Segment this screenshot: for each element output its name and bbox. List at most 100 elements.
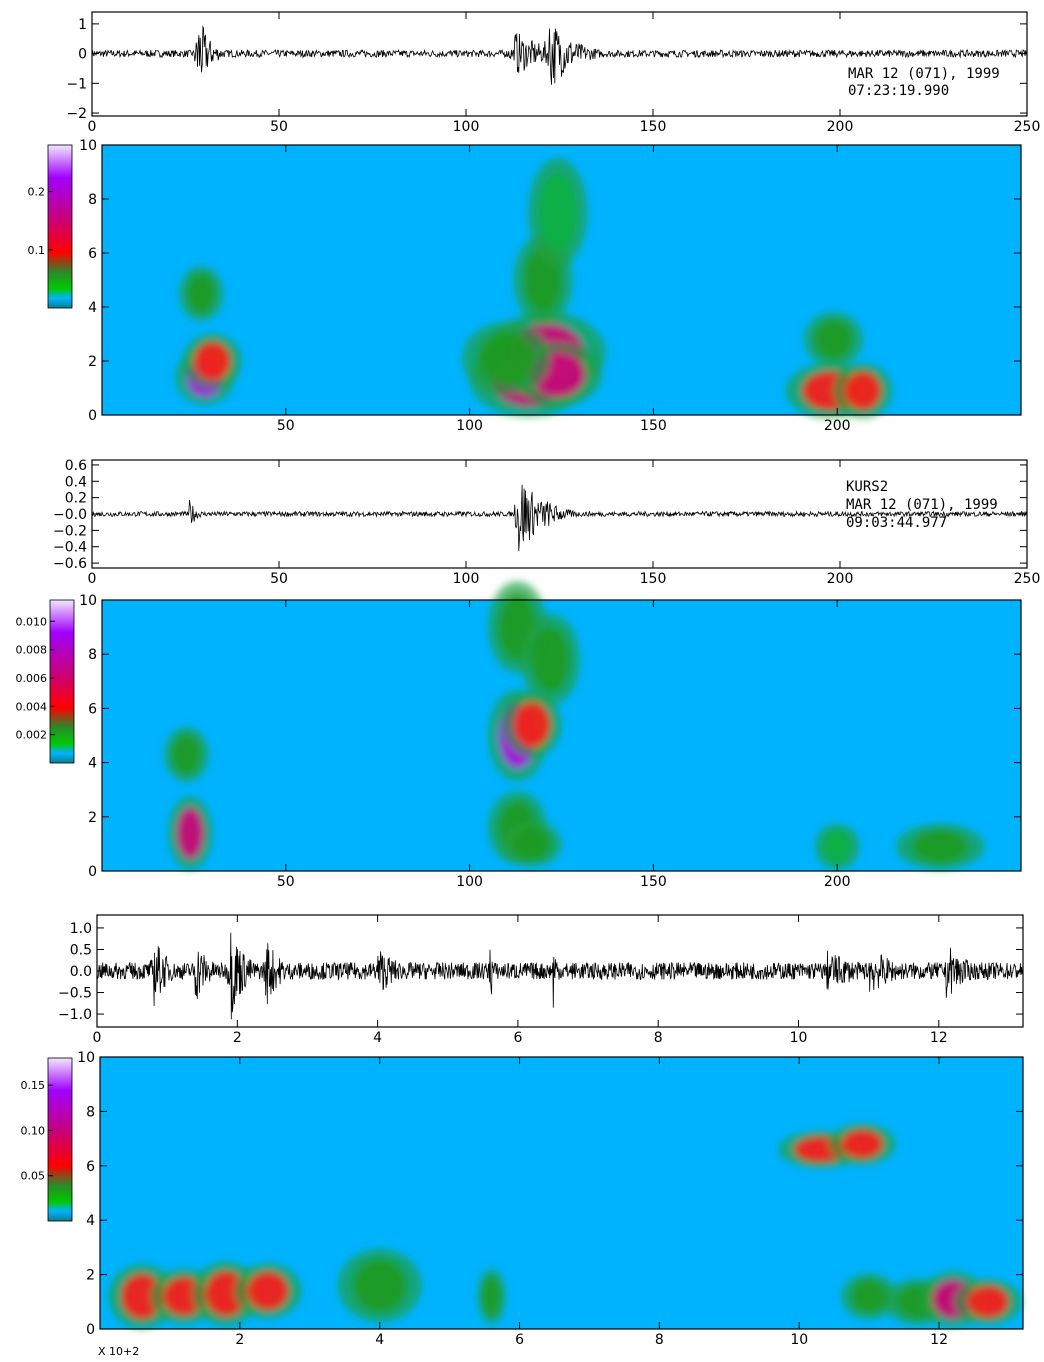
x-tick-label: 6 (515, 1332, 524, 1348)
energy-blob (482, 1276, 501, 1316)
spectrogram-panel-3: 2 4 6 8 10 12 0 2 4 6 8 10 0.15 0.10 0.05 X 10+2 (21, 1050, 1024, 1358)
waveform-panel-2: 0 50 100 150 200 250 0.60.40.2−0.0−0.2−0.4−0.… (53, 458, 1040, 587)
seismic-trace-line (91, 25, 1028, 85)
spectrogram-3-x-ticks: 2 4 6 8 10 12 (235, 1057, 948, 1348)
spectrogram-panel-2: 50 100 150 200 0 2 4 6 8 10 0.010 0.008 0.006 0.004… (16, 581, 1022, 890)
y-tick-label: 0.5 (70, 942, 92, 958)
x-tick-label: 0 (88, 571, 97, 587)
x-tick-label: 50 (277, 874, 295, 890)
x-tick-label: 6 (513, 1030, 522, 1046)
x-axis-multiplier: X 10+2 (98, 1345, 139, 1358)
y-tick-label: 8 (88, 192, 97, 208)
waveform-3-y-ticks: 1.0 0.5 0.0 −0.5 −1.0 (58, 921, 1023, 1023)
x-tick-label: 10 (790, 1332, 808, 1348)
colorbar-3 (47, 1057, 73, 1222)
y-tick-label: 0 (88, 864, 97, 880)
colorbar-tick-label: 0.010 (16, 615, 48, 628)
x-tick-label: 200 (827, 571, 854, 587)
waveform-3-x-ticks: 0 2 4 6 8 10 12 (93, 915, 948, 1046)
waveform-2-y-ticks: 0.60.40.2−0.0−0.2−0.4−0.6 (53, 458, 1027, 572)
colorbar-tick-label: 0.1 (28, 244, 46, 257)
x-tick-label: 2 (233, 1030, 242, 1046)
energy-blob (815, 319, 852, 359)
y-tick-label: −2 (66, 106, 87, 122)
energy-blob (120, 1273, 163, 1320)
x-tick-label: 150 (640, 119, 667, 135)
colorbar-tick-label: 0.008 (16, 644, 48, 657)
x-tick-label: 50 (277, 418, 295, 434)
waveform-1-frame (91, 11, 1028, 117)
waveform-1-trace (91, 25, 1028, 85)
spectrogram-2-frame (101, 599, 1022, 872)
x-tick-label: 0 (88, 119, 97, 135)
y-tick-label: 0.6 (65, 458, 87, 474)
seismic-trace-line (91, 484, 1028, 552)
energy-blob (513, 701, 551, 748)
waveform-1-y-ticks: 1 0 −1 −2 (66, 17, 1027, 122)
y-tick-label: 4 (86, 1213, 95, 1229)
y-tick-label: 6 (88, 246, 97, 262)
y-tick-label: 1 (78, 17, 87, 33)
y-tick-label: 0.2 (65, 491, 87, 507)
x-tick-label: 50 (270, 571, 288, 587)
x-tick-label: 150 (640, 571, 667, 587)
y-tick-label: −0.5 (58, 986, 92, 1002)
energy-blob (353, 1259, 406, 1312)
x-tick-label: 12 (930, 1030, 948, 1046)
energy-blob (246, 1271, 289, 1311)
spectrogram-3-energy (108, 1123, 1022, 1329)
y-tick-label: −0.0 (53, 507, 87, 523)
spectrogram-1-frame (101, 144, 1022, 416)
spectrogram-1-x-ticks: 50 100 150 200 (277, 145, 851, 434)
colorbar-3-ticks: 0.15 0.10 0.05 (21, 1079, 53, 1183)
y-tick-label: 10 (79, 138, 97, 154)
x-tick-label: 200 (824, 418, 851, 434)
x-tick-label: 12 (930, 1332, 948, 1348)
x-tick-label: 150 (640, 418, 667, 434)
energy-blob (187, 274, 216, 313)
y-tick-label: 6 (86, 1159, 95, 1175)
colorbar-2 (49, 599, 75, 764)
x-tick-label: 8 (655, 1332, 664, 1348)
waveform-2-date: MAR 12 (071), 1999 (846, 497, 998, 513)
x-tick-label: 2 (235, 1332, 244, 1348)
y-tick-label: 0 (86, 1322, 95, 1338)
waveform-2-x-ticks: 0 50 100 150 200 250 (88, 460, 1040, 587)
x-tick-label: 250 (1014, 119, 1041, 135)
y-tick-label: 0.4 (65, 474, 87, 490)
x-tick-label: 100 (453, 119, 480, 135)
y-tick-label: 8 (86, 1104, 95, 1120)
y-tick-label: 10 (79, 593, 97, 609)
colorbar-1 (47, 144, 73, 309)
waveform-1-time: 07:23:19.990 (848, 83, 949, 99)
y-tick-label: −0.4 (53, 540, 87, 556)
spectrogram-1-energy (175, 158, 893, 418)
waveform-2-station: KURS2 (846, 479, 888, 495)
y-tick-label: 4 (88, 300, 97, 316)
energy-blob (532, 627, 569, 693)
x-tick-label: 50 (270, 119, 288, 135)
waveform-2-trace (91, 484, 1028, 552)
energy-blob (539, 173, 577, 252)
spectrogram-3-frame (99, 1056, 1024, 1330)
x-tick-label: 200 (827, 119, 854, 135)
x-tick-label: 10 (790, 1030, 808, 1046)
energy-blob (851, 1280, 887, 1313)
energy-blob (844, 371, 882, 411)
spectrogram-panel-1: 50 100 150 200 0 2 4 6 8 10 0.2 0.1 (28, 138, 1022, 434)
x-tick-label: 200 (824, 874, 851, 890)
colorbar-tick-label: 0.2 (28, 186, 46, 199)
colorbar-tick-label: 0.002 (16, 729, 48, 742)
y-tick-label: 0 (78, 47, 87, 63)
x-tick-label: 100 (456, 874, 483, 890)
x-tick-label: 100 (453, 571, 480, 587)
energy-blob (478, 332, 534, 385)
colorbar-tick-label: 0.10 (21, 1124, 46, 1137)
y-tick-label: 8 (88, 647, 97, 663)
x-tick-label: 100 (456, 418, 483, 434)
energy-blob (172, 734, 201, 774)
waveform-panel-1: 0 50 100 150 200 250 1 0 −1 −2 MAR 12 (071), 199… (66, 11, 1041, 135)
colorbar-2-ticks: 0.010 0.008 0.006 0.004 0.002 (16, 615, 55, 742)
y-tick-label: −0.2 (53, 523, 87, 539)
energy-blob (912, 830, 968, 863)
